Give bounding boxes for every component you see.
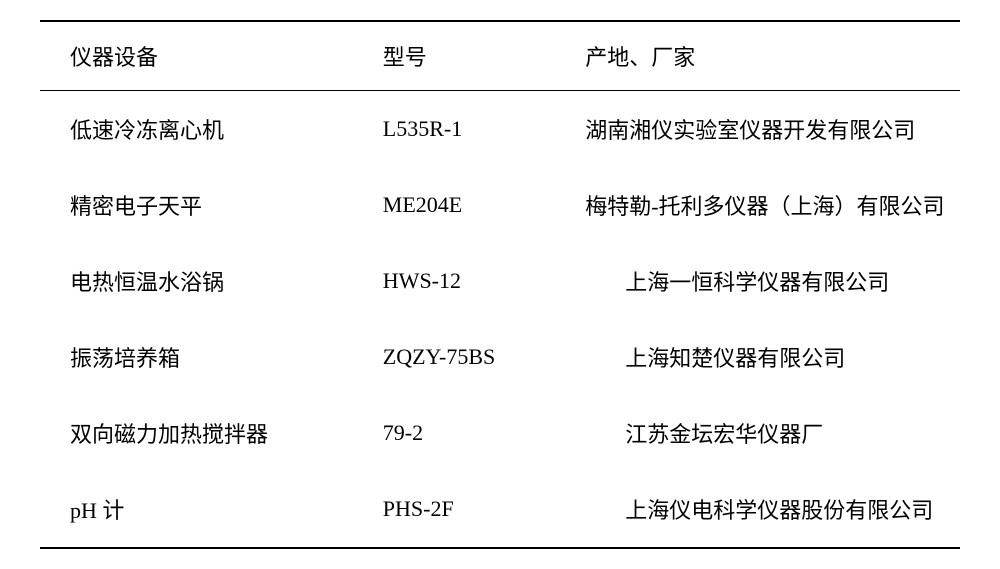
cell-equipment: 振荡培养箱	[40, 319, 353, 395]
cell-equipment: 精密电子天平	[40, 167, 353, 243]
table-row: pH 计PHS-2F上海仪电科学仪器股份有限公司	[40, 471, 960, 548]
cell-equipment: 低速冷冻离心机	[40, 91, 353, 168]
cell-manufacturer: 梅特勒-托利多仪器（上海）有限公司	[555, 167, 960, 243]
equipment-table: 仪器设备 型号 产地、厂家 低速冷冻离心机L535R-1湖南湘仪实验室仪器开发有…	[40, 20, 960, 549]
table-row: 双向磁力加热搅拌器79-2江苏金坛宏华仪器厂	[40, 395, 960, 471]
cell-model: 79-2	[353, 395, 555, 471]
table-body: 低速冷冻离心机L535R-1湖南湘仪实验室仪器开发有限公司精密电子天平ME204…	[40, 91, 960, 549]
table-row: 振荡培养箱ZQZY-75BS上海知楚仪器有限公司	[40, 319, 960, 395]
cell-model: ME204E	[353, 167, 555, 243]
cell-manufacturer: 上海仪电科学仪器股份有限公司	[555, 471, 960, 548]
cell-model: ZQZY-75BS	[353, 319, 555, 395]
header-model: 型号	[353, 21, 555, 91]
table-row: 精密电子天平ME204E梅特勒-托利多仪器（上海）有限公司	[40, 167, 960, 243]
cell-manufacturer: 江苏金坛宏华仪器厂	[555, 395, 960, 471]
cell-manufacturer: 湖南湘仪实验室仪器开发有限公司	[555, 91, 960, 168]
cell-equipment: 电热恒温水浴锅	[40, 243, 353, 319]
table-row: 低速冷冻离心机L535R-1湖南湘仪实验室仪器开发有限公司	[40, 91, 960, 168]
table-row: 电热恒温水浴锅HWS-12上海一恒科学仪器有限公司	[40, 243, 960, 319]
cell-manufacturer: 上海一恒科学仪器有限公司	[555, 243, 960, 319]
header-manufacturer: 产地、厂家	[555, 21, 960, 91]
table-header-row: 仪器设备 型号 产地、厂家	[40, 21, 960, 91]
header-equipment: 仪器设备	[40, 21, 353, 91]
cell-manufacturer: 上海知楚仪器有限公司	[555, 319, 960, 395]
cell-model: L535R-1	[353, 91, 555, 168]
cell-equipment: 双向磁力加热搅拌器	[40, 395, 353, 471]
cell-model: PHS-2F	[353, 471, 555, 548]
cell-equipment: pH 计	[40, 471, 353, 548]
cell-model: HWS-12	[353, 243, 555, 319]
